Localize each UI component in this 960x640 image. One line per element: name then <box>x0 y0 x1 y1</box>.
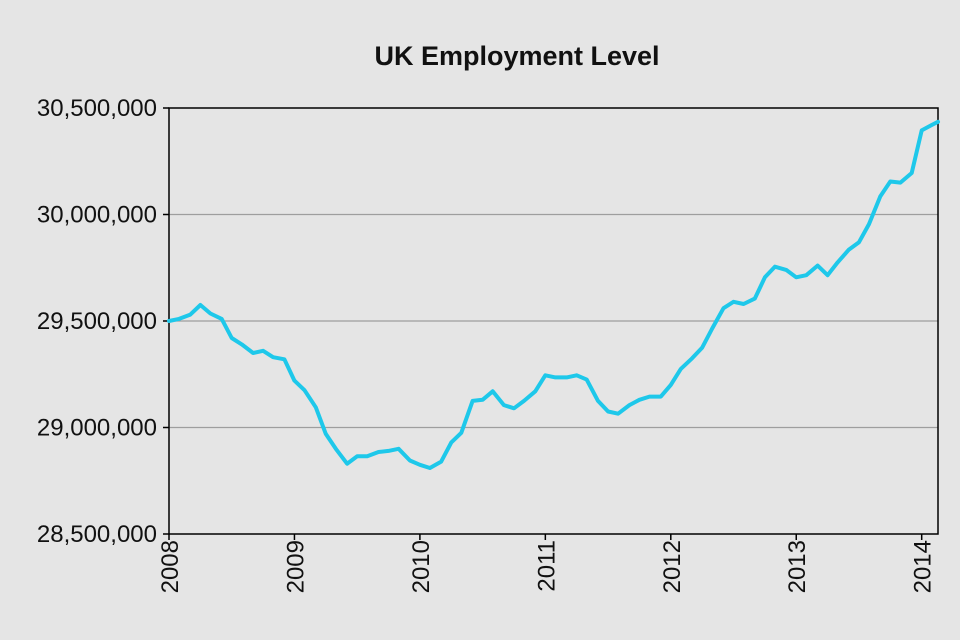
data-point <box>282 357 287 361</box>
data-point <box>251 351 255 355</box>
data-point <box>804 273 808 277</box>
data-point <box>502 403 506 407</box>
gridlines <box>169 213 938 429</box>
data-point <box>396 447 401 451</box>
data-point <box>836 260 840 265</box>
y-tick-label: 29,500,000 <box>37 308 157 335</box>
data-point <box>616 412 620 416</box>
data-point <box>815 264 820 268</box>
data-point <box>898 180 902 185</box>
data-point <box>669 383 673 387</box>
data-point <box>700 346 704 350</box>
data-point <box>177 317 181 321</box>
data-point <box>585 377 589 382</box>
data-point <box>208 311 212 316</box>
data-point <box>470 399 475 403</box>
data-point <box>575 373 579 377</box>
data-point <box>888 179 892 184</box>
data-point <box>386 449 391 453</box>
data-point <box>690 356 694 360</box>
x-axis: 2008 2009 2010 2011 2012 2013 2014 <box>157 534 937 593</box>
chart-title: UK Employment Level <box>374 41 659 71</box>
data-point <box>565 375 569 380</box>
data-point <box>355 454 359 458</box>
data-point <box>376 450 381 454</box>
x-tick-label: 2013 <box>784 540 811 593</box>
data-point <box>753 297 757 301</box>
data-point <box>345 462 349 466</box>
y-tick-label: 30,000,000 <box>37 202 157 229</box>
data-point <box>741 302 746 306</box>
data-point <box>522 399 526 403</box>
data-point <box>459 431 463 435</box>
data-point <box>198 303 202 307</box>
x-tick-label: 2010 <box>408 540 435 593</box>
y-axis: 28,500,000 29,000,000 29,500,000 30,000,000… <box>37 95 169 548</box>
data-point <box>659 395 663 399</box>
data-point <box>647 395 652 399</box>
data-point <box>637 398 642 402</box>
data-point <box>240 342 244 347</box>
data-point <box>428 466 432 470</box>
data-point <box>324 432 328 436</box>
data-point <box>533 389 537 393</box>
data-point <box>188 313 192 317</box>
data-point <box>606 409 610 414</box>
data-point <box>334 447 338 451</box>
data-point <box>230 336 234 340</box>
y-tick-label: 29,000,000 <box>37 415 157 442</box>
series-line <box>167 119 940 470</box>
data-point <box>418 463 422 467</box>
y-tick-label: 28,500,000 <box>37 521 157 548</box>
data-point <box>491 389 495 393</box>
data-point <box>721 306 726 310</box>
x-tick-label: 2008 <box>157 540 184 593</box>
data-point <box>910 171 914 175</box>
data-point <box>167 319 171 323</box>
data-point <box>365 454 369 458</box>
data-point <box>930 123 934 127</box>
x-tick-label: 2012 <box>659 540 686 593</box>
data-point <box>439 459 443 464</box>
data-point <box>878 194 882 198</box>
data-point <box>847 248 851 252</box>
data-point <box>710 326 714 331</box>
data-point <box>553 375 557 380</box>
data-point <box>302 388 307 392</box>
data-point <box>731 300 736 304</box>
x-tick-label: 2009 <box>282 540 309 593</box>
series-layer <box>167 119 940 470</box>
data-point <box>784 268 788 272</box>
data-point <box>220 317 224 321</box>
data-point <box>408 458 412 463</box>
x-tick-label: 2014 <box>910 540 937 593</box>
data-point <box>512 406 516 410</box>
data-point <box>826 273 830 277</box>
x-tick-label: 2011 <box>533 540 560 592</box>
data-point <box>449 440 453 445</box>
data-point <box>936 120 940 124</box>
data-point <box>481 398 485 402</box>
data-point <box>867 222 871 226</box>
data-point <box>763 275 767 279</box>
data-point <box>773 265 777 269</box>
data-point <box>920 128 924 132</box>
data-point <box>314 405 318 409</box>
data-point <box>627 403 631 407</box>
data-point <box>261 349 265 353</box>
y-tick-label: 30,500,000 <box>37 95 157 122</box>
data-point <box>596 399 600 403</box>
data-point <box>679 367 683 371</box>
data-point <box>857 240 861 244</box>
data-point <box>543 373 547 377</box>
data-point <box>271 355 275 359</box>
data-point <box>794 275 798 279</box>
data-point <box>292 379 297 383</box>
